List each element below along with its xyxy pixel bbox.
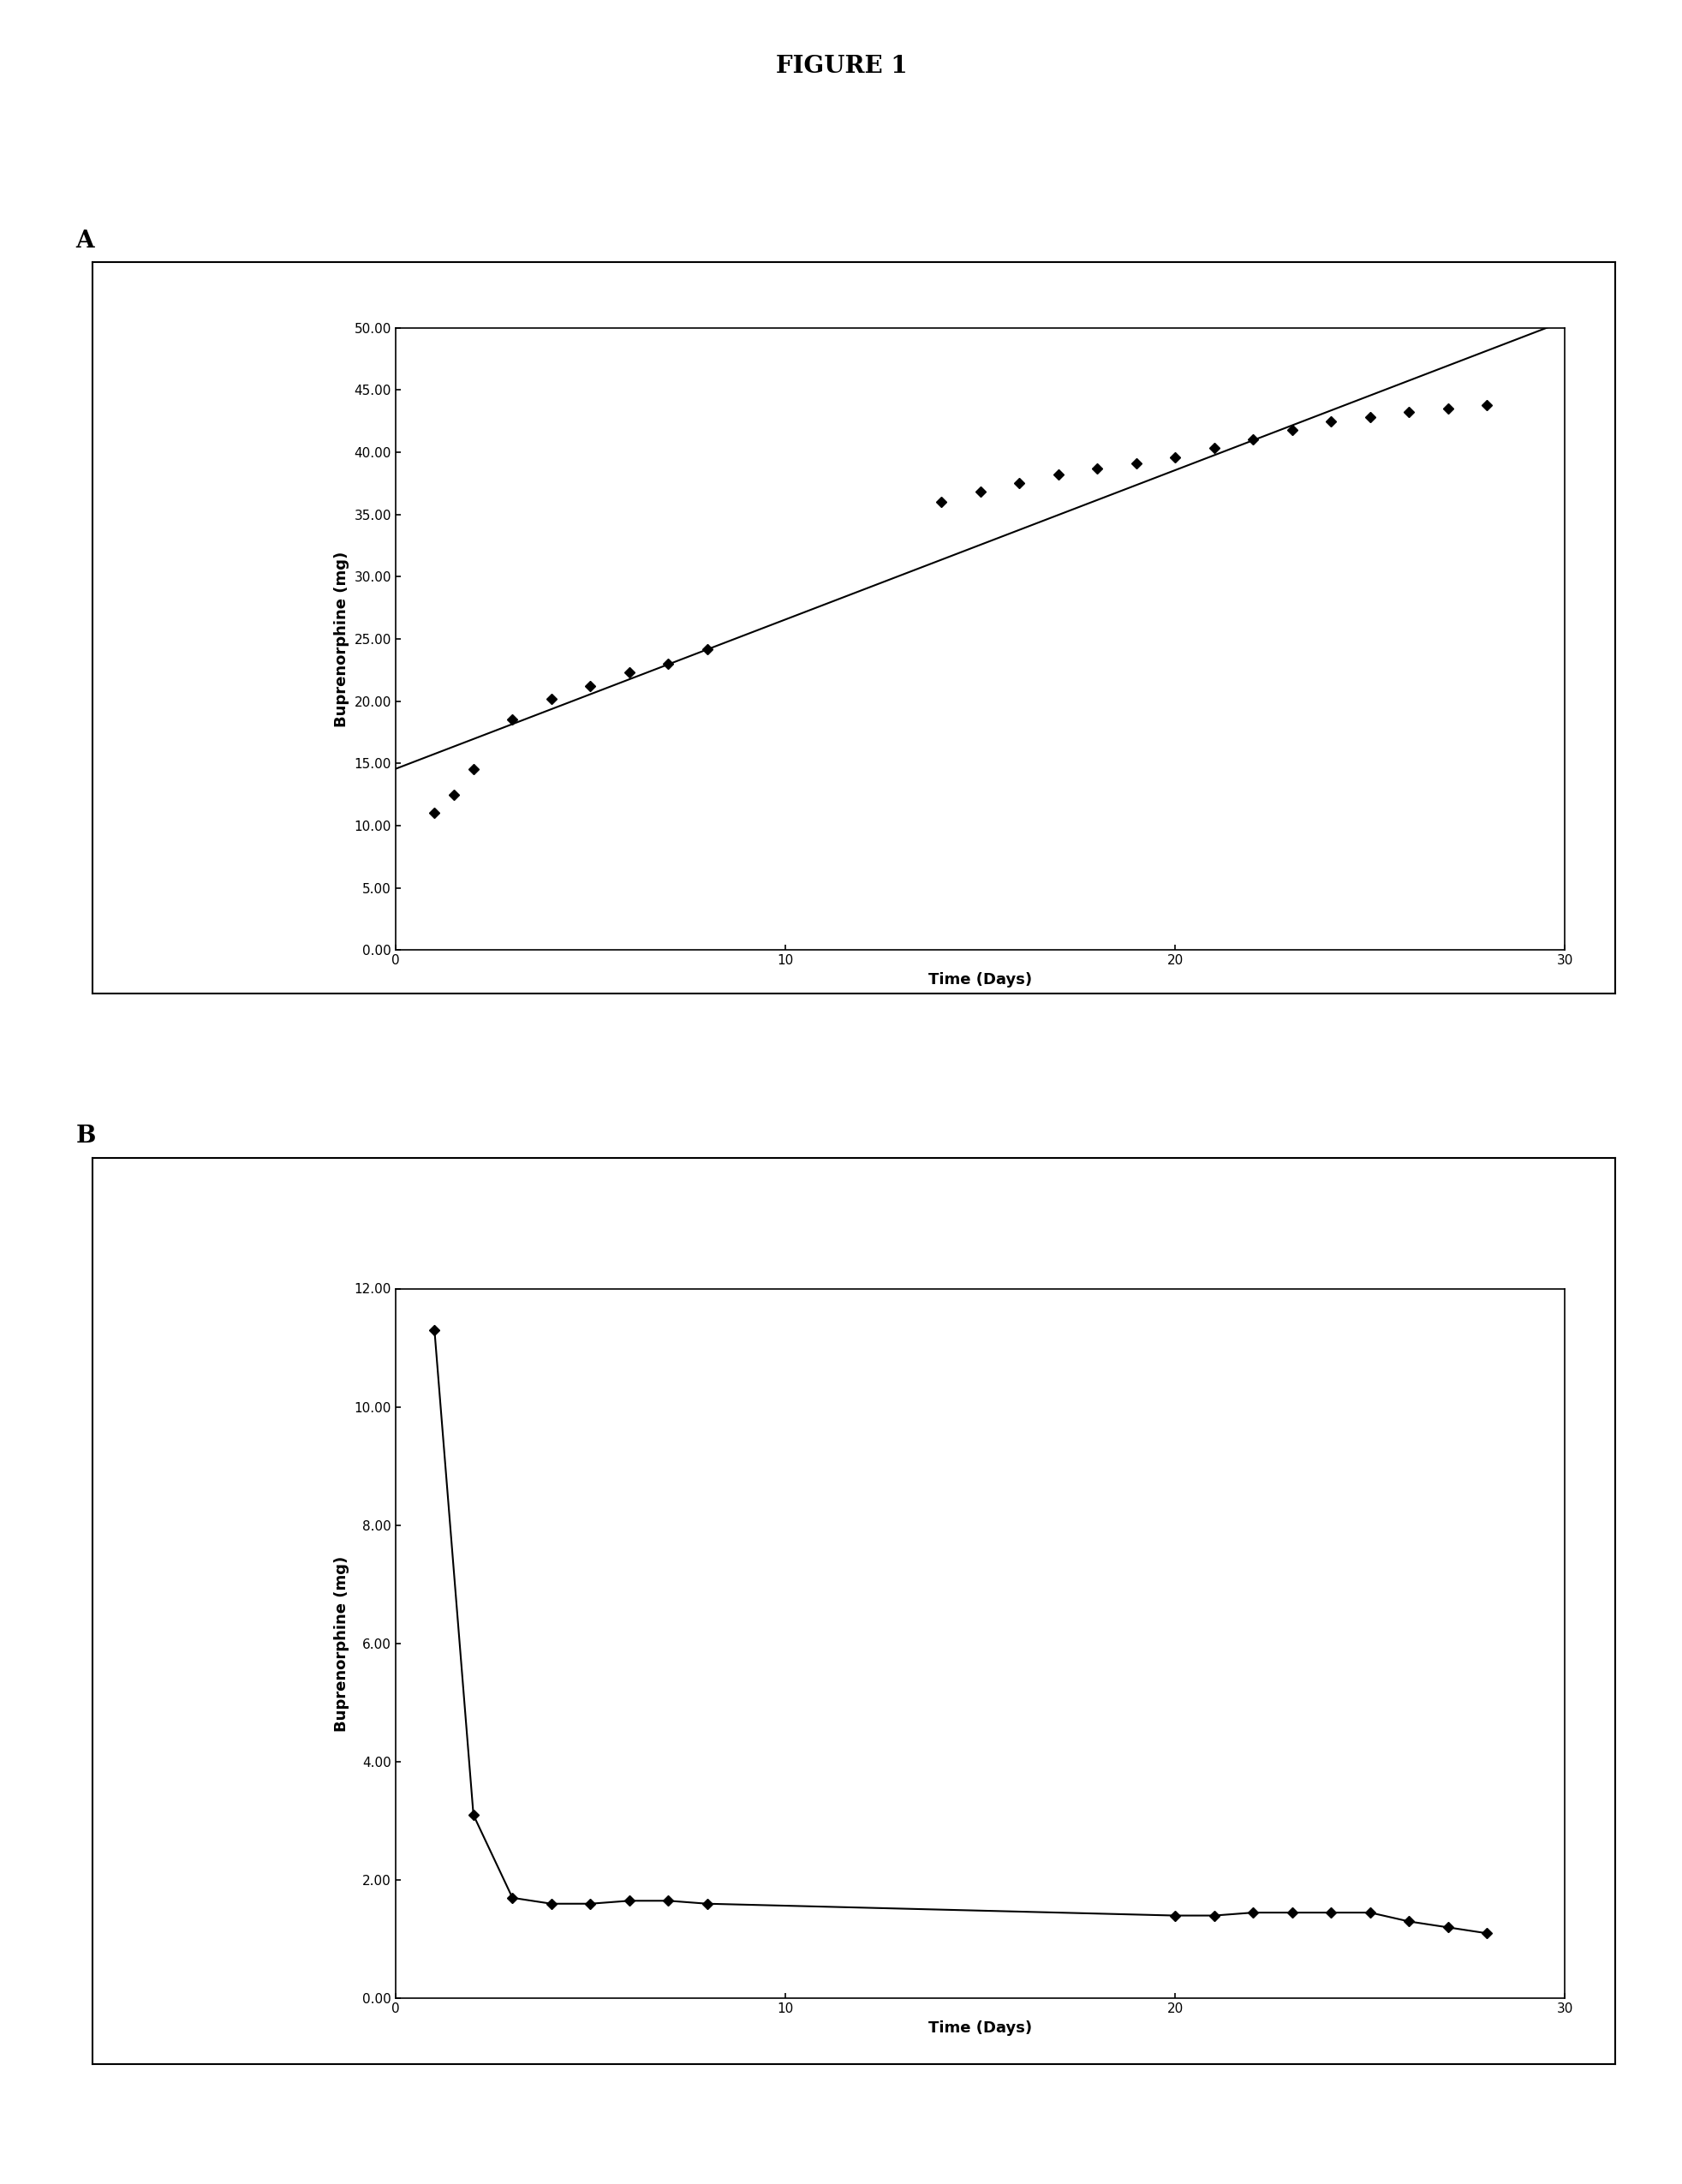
X-axis label: Time (Days): Time (Days) xyxy=(928,2020,1031,2035)
Y-axis label: Buprenorphine (mg): Buprenorphine (mg) xyxy=(333,1555,350,1732)
X-axis label: Time (Days): Time (Days) xyxy=(928,972,1031,987)
Text: B: B xyxy=(76,1125,96,1149)
Text: FIGURE 1: FIGURE 1 xyxy=(775,55,907,79)
Y-axis label: Buprenorphine (mg): Buprenorphine (mg) xyxy=(333,550,350,727)
Text: A: A xyxy=(76,229,94,253)
